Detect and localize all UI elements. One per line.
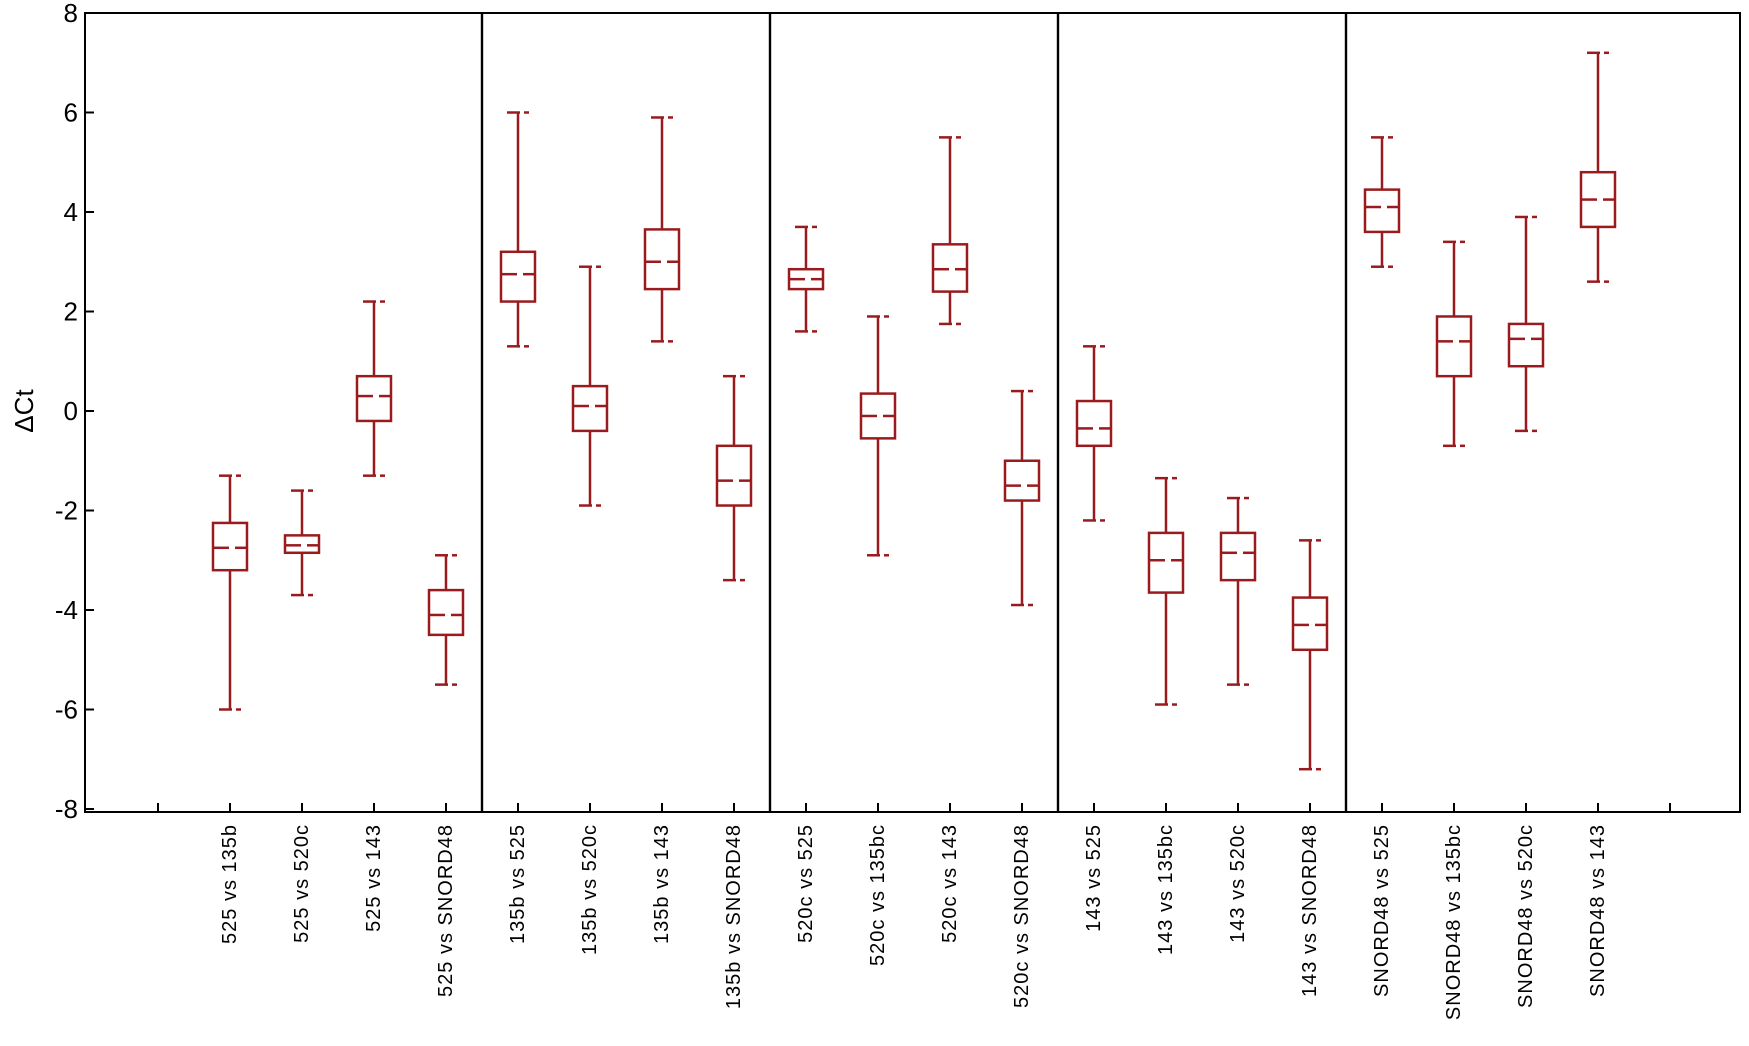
y-tick-label: 2 bbox=[64, 297, 78, 327]
box-143-vs-525: 143 vs 525 bbox=[1075, 345, 1113, 932]
x-tick-label: 143 vs SNORD48 bbox=[1299, 824, 1321, 997]
box-135b-vs-525: 135b vs 525 bbox=[499, 111, 537, 944]
y-tick-label: -2 bbox=[55, 496, 78, 526]
box-520c-vs-135bc: 520c vs 135bc bbox=[859, 315, 897, 966]
box-525-vs-snord48: 525 vs SNORD48 bbox=[427, 554, 465, 997]
box-520c-vs-snord48: 520c vs SNORD48 bbox=[1003, 389, 1041, 1008]
x-tick-label: 135b vs 525 bbox=[507, 824, 529, 944]
y-tick-label: -8 bbox=[55, 794, 78, 824]
x-tick-label: 525 vs 135b bbox=[219, 824, 241, 944]
x-tick-label: SNORD48 vs 525 bbox=[1371, 824, 1393, 997]
iqr-box bbox=[571, 384, 609, 433]
x-tick-label: 520c vs 143 bbox=[939, 824, 961, 943]
box-520c-vs-143: 520c vs 143 bbox=[931, 136, 969, 943]
box-135b-vs-snord48: 135b vs SNORD48 bbox=[715, 374, 753, 1009]
x-tick-label: 520c vs 525 bbox=[795, 824, 817, 943]
y-tick-label: -6 bbox=[55, 695, 78, 725]
y-tick-label: 8 bbox=[64, 0, 78, 28]
iqr-box bbox=[1219, 531, 1257, 582]
plot-frame bbox=[84, 12, 1741, 813]
box-520c-vs-525: 520c vs 525 bbox=[787, 225, 825, 943]
x-tick-label: 520c vs SNORD48 bbox=[1011, 824, 1033, 1008]
x-tick-label: 135b vs 520c bbox=[579, 824, 601, 955]
box-snord48-vs-520c: SNORD48 vs 520c bbox=[1507, 215, 1545, 1008]
iqr-box bbox=[1507, 322, 1545, 368]
box-525-vs-135b: 525 vs 135b bbox=[211, 474, 249, 944]
box-143-vs-snord48: 143 vs SNORD48 bbox=[1291, 539, 1329, 997]
y-tick-label: 4 bbox=[64, 197, 78, 227]
box-snord48-vs-143: SNORD48 vs 143 bbox=[1579, 51, 1617, 997]
y-tick-label: 6 bbox=[64, 98, 78, 128]
x-tick-label: 143 vs 525 bbox=[1083, 824, 1105, 932]
box-snord48-vs-525: SNORD48 vs 525 bbox=[1363, 136, 1401, 997]
x-tick-label: 135b vs SNORD48 bbox=[723, 824, 745, 1009]
y-tick-label: 0 bbox=[64, 396, 78, 426]
x-tick-label: SNORD48 vs 520c bbox=[1515, 824, 1537, 1008]
x-tick-label: 525 vs SNORD48 bbox=[435, 824, 457, 997]
x-tick-label: 135b vs 143 bbox=[651, 824, 673, 944]
iqr-box bbox=[1003, 459, 1041, 502]
x-tick-label: 525 vs 143 bbox=[363, 824, 385, 932]
x-tick-label: 525 vs 520c bbox=[291, 824, 313, 943]
x-tick-label: SNORD48 vs 135bc bbox=[1443, 824, 1465, 1020]
y-axis-title: ΔCt bbox=[9, 389, 39, 433]
iqr-box bbox=[1435, 315, 1473, 378]
box-143-vs-520c: 143 vs 520c bbox=[1219, 496, 1257, 943]
iqr-box bbox=[1363, 188, 1401, 234]
box-525-vs-520c: 525 vs 520c bbox=[283, 489, 321, 943]
x-tick-label: 143 vs 520c bbox=[1227, 824, 1249, 943]
y-tick-label: -4 bbox=[55, 595, 78, 625]
box-135b-vs-520c: 135b vs 520c bbox=[571, 265, 609, 955]
iqr-box bbox=[427, 588, 465, 637]
x-tick-label: 520c vs 135bc bbox=[867, 824, 889, 966]
iqr-box bbox=[355, 374, 393, 423]
iqr-box bbox=[643, 228, 681, 291]
iqr-box bbox=[715, 444, 753, 507]
x-tick-label: SNORD48 vs 143 bbox=[1587, 824, 1609, 997]
box-143-vs-135bc: 143 vs 135bc bbox=[1147, 476, 1185, 955]
iqr-box bbox=[499, 250, 537, 303]
iqr-box bbox=[1147, 531, 1185, 594]
iqr-box bbox=[1075, 399, 1113, 448]
box-snord48-vs-135bc: SNORD48 vs 135bc bbox=[1435, 240, 1473, 1020]
x-tick-label: 143 vs 135bc bbox=[1155, 824, 1177, 955]
box-135b-vs-143: 135b vs 143 bbox=[643, 116, 681, 944]
box-525-vs-143: 525 vs 143 bbox=[355, 300, 393, 932]
